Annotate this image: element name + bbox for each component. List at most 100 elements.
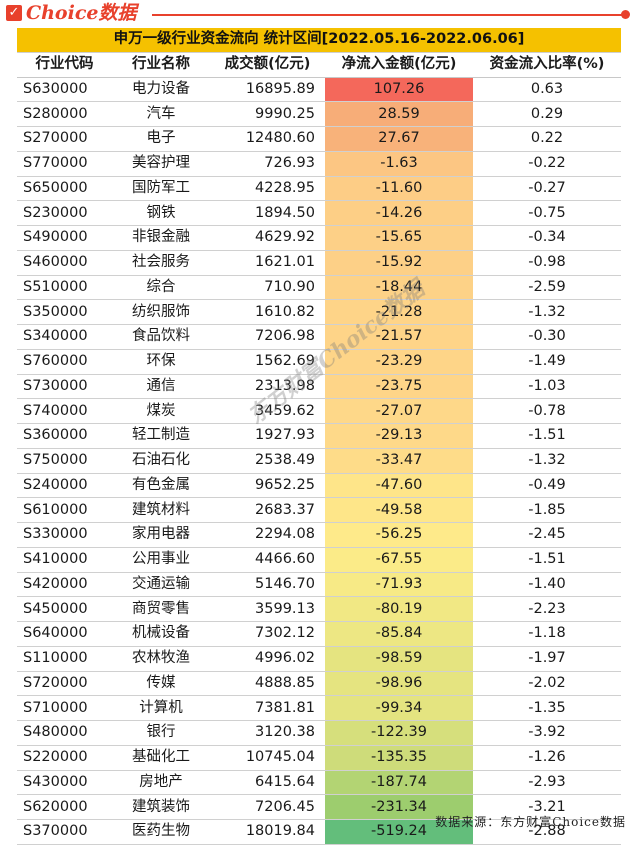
industry-code-cell: S410000 bbox=[17, 547, 112, 573]
table-row: S110000 农林牧渔 4996.02 -98.59 -1.97 bbox=[17, 646, 621, 672]
net-inflow-cell: -56.25 bbox=[325, 522, 473, 548]
industry-code-cell: S650000 bbox=[17, 176, 112, 202]
industry-name-cell: 轻工制造 bbox=[112, 423, 210, 449]
inflow-ratio-cell: -0.98 bbox=[473, 250, 621, 276]
net-inflow-cell: -98.59 bbox=[325, 646, 473, 672]
volume-cell: 9990.25 bbox=[210, 101, 325, 127]
brand-logo-text: Choice数据 bbox=[26, 2, 137, 24]
net-inflow-cell: -67.55 bbox=[325, 547, 473, 573]
net-inflow-cell: -29.13 bbox=[325, 423, 473, 449]
industry-name-cell: 机械设备 bbox=[112, 621, 210, 647]
table-row: S330000 家用电器 2294.08 -56.25 -2.45 bbox=[17, 522, 621, 548]
table-row: S410000 公用事业 4466.60 -67.55 -1.51 bbox=[17, 547, 621, 573]
industry-code-cell: S370000 bbox=[17, 819, 112, 845]
industry-code-cell: S270000 bbox=[17, 126, 112, 152]
industry-name-cell: 电子 bbox=[112, 126, 210, 152]
table-row: S640000 机械设备 7302.12 -85.84 -1.18 bbox=[17, 621, 621, 647]
inflow-ratio-cell: -1.18 bbox=[473, 621, 621, 647]
industry-code-cell: S330000 bbox=[17, 522, 112, 548]
column-header-row: 行业代码 行业名称 成交额(亿元) 净流入金额(亿元) 资金流入比率(%) bbox=[17, 52, 621, 78]
net-inflow-cell: -99.34 bbox=[325, 695, 473, 721]
inflow-ratio-cell: -0.30 bbox=[473, 324, 621, 350]
industry-code-cell: S710000 bbox=[17, 695, 112, 721]
table-row: S360000 轻工制造 1927.93 -29.13 -1.51 bbox=[17, 423, 621, 449]
industry-code-cell: S640000 bbox=[17, 621, 112, 647]
industry-code-cell: S610000 bbox=[17, 497, 112, 523]
industry-name-cell: 美容护理 bbox=[112, 151, 210, 177]
inflow-ratio-cell: 0.63 bbox=[473, 77, 621, 103]
industry-code-cell: S760000 bbox=[17, 349, 112, 375]
header-divider-line bbox=[152, 14, 622, 16]
volume-cell: 1621.01 bbox=[210, 250, 325, 276]
net-inflow-cell: -135.35 bbox=[325, 745, 473, 771]
table-row: S240000 有色金属 9652.25 -47.60 -0.49 bbox=[17, 473, 621, 499]
industry-name-cell: 纺织服饰 bbox=[112, 299, 210, 325]
net-inflow-cell: -27.07 bbox=[325, 398, 473, 424]
net-inflow-cell: -85.84 bbox=[325, 621, 473, 647]
industry-code-cell: S480000 bbox=[17, 720, 112, 746]
inflow-ratio-cell: -1.32 bbox=[473, 299, 621, 325]
table-row: S750000 石油石化 2538.49 -33.47 -1.32 bbox=[17, 448, 621, 474]
industry-name-cell: 基础化工 bbox=[112, 745, 210, 771]
inflow-ratio-cell: -0.34 bbox=[473, 225, 621, 251]
table-row: S770000 美容护理 726.93 -1.63 -0.22 bbox=[17, 151, 621, 177]
net-inflow-cell: -23.29 bbox=[325, 349, 473, 375]
inflow-ratio-cell: -1.35 bbox=[473, 695, 621, 721]
inflow-ratio-cell: -1.03 bbox=[473, 374, 621, 400]
industry-name-cell: 社会服务 bbox=[112, 250, 210, 276]
table-row: S610000 建筑材料 2683.37 -49.58 -1.85 bbox=[17, 497, 621, 523]
net-inflow-cell: -1.63 bbox=[325, 151, 473, 177]
net-inflow-cell: 28.59 bbox=[325, 101, 473, 127]
volume-cell: 1927.93 bbox=[210, 423, 325, 449]
inflow-ratio-cell: -2.02 bbox=[473, 671, 621, 697]
inflow-ratio-cell: -0.75 bbox=[473, 200, 621, 226]
net-inflow-cell: -15.92 bbox=[325, 250, 473, 276]
industry-name-cell: 公用事业 bbox=[112, 547, 210, 573]
net-inflow-cell: -21.57 bbox=[325, 324, 473, 350]
net-inflow-cell: -71.93 bbox=[325, 572, 473, 598]
inflow-ratio-cell: -1.85 bbox=[473, 497, 621, 523]
industry-code-cell: S740000 bbox=[17, 398, 112, 424]
inflow-ratio-cell: 0.29 bbox=[473, 101, 621, 127]
volume-cell: 4996.02 bbox=[210, 646, 325, 672]
table-row: S720000 传媒 4888.85 -98.96 -2.02 bbox=[17, 671, 621, 697]
industry-code-cell: S110000 bbox=[17, 646, 112, 672]
table-row: S450000 商贸零售 3599.13 -80.19 -2.23 bbox=[17, 596, 621, 622]
industry-name-cell: 综合 bbox=[112, 275, 210, 301]
table-row: S630000 电力设备 16895.89 107.26 0.63 bbox=[17, 77, 621, 103]
inflow-ratio-cell: -1.40 bbox=[473, 572, 621, 598]
industry-name-cell: 交通运输 bbox=[112, 572, 210, 598]
net-inflow-cell: -15.65 bbox=[325, 225, 473, 251]
table-row: S760000 环保 1562.69 -23.29 -1.49 bbox=[17, 349, 621, 375]
industry-name-cell: 食品饮料 bbox=[112, 324, 210, 350]
header-inflow-ratio: 资金流入比率(%) bbox=[473, 52, 621, 78]
industry-code-cell: S230000 bbox=[17, 200, 112, 226]
volume-cell: 9652.25 bbox=[210, 473, 325, 499]
data-source-footer: 数据来源：东方财富Choice数据 bbox=[435, 815, 626, 829]
table-row: S510000 综合 710.90 -18.44 -2.59 bbox=[17, 275, 621, 301]
volume-cell: 1562.69 bbox=[210, 349, 325, 375]
inflow-ratio-cell: -0.22 bbox=[473, 151, 621, 177]
net-inflow-cell: -122.39 bbox=[325, 720, 473, 746]
table-title: 申万一级行业资金流向 统计区间[2022.05.16-2022.06.06] bbox=[17, 28, 621, 53]
inflow-ratio-cell: -2.45 bbox=[473, 522, 621, 548]
table-row: S730000 通信 2313.98 -23.75 -1.03 bbox=[17, 374, 621, 400]
industry-code-cell: S340000 bbox=[17, 324, 112, 350]
net-inflow-cell: -21.28 bbox=[325, 299, 473, 325]
inflow-ratio-cell: 0.22 bbox=[473, 126, 621, 152]
volume-cell: 3459.62 bbox=[210, 398, 325, 424]
net-inflow-cell: -47.60 bbox=[325, 473, 473, 499]
inflow-ratio-cell: -0.27 bbox=[473, 176, 621, 202]
table-row: S230000 钢铁 1894.50 -14.26 -0.75 bbox=[17, 200, 621, 226]
table-row: S710000 计算机 7381.81 -99.34 -1.35 bbox=[17, 695, 621, 721]
inflow-ratio-cell: -1.26 bbox=[473, 745, 621, 771]
volume-cell: 1610.82 bbox=[210, 299, 325, 325]
volume-cell: 7381.81 bbox=[210, 695, 325, 721]
volume-cell: 6415.64 bbox=[210, 770, 325, 796]
volume-cell: 726.93 bbox=[210, 151, 325, 177]
net-inflow-cell: -80.19 bbox=[325, 596, 473, 622]
volume-cell: 7206.98 bbox=[210, 324, 325, 350]
header-dot-icon bbox=[621, 10, 630, 19]
volume-cell: 12480.60 bbox=[210, 126, 325, 152]
check-logo-icon: ✓ bbox=[6, 5, 22, 21]
